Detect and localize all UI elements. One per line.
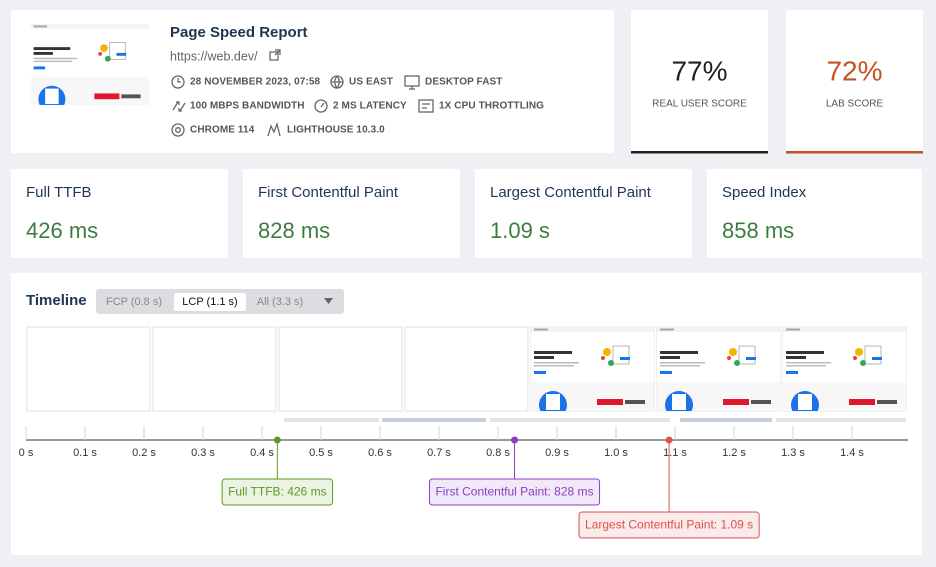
report-url[interactable]: https://web.dev/ [170,49,258,63]
timeline-card [11,273,922,555]
page-thumbnail [30,24,150,105]
metric-value: 828 ms [258,218,330,243]
lighthouse-icon [267,121,281,137]
score-underline [631,151,768,154]
tab-active-bg [174,293,246,311]
timeline-markers: Full TTFB: 426 ms First Contentful Paint:… [221,436,760,539]
film-thumbnail [531,327,654,411]
film-frame [152,326,277,412]
marker-box [428,478,601,506]
tick-label: 0.4 s [250,447,274,459]
filmstrip [26,326,907,412]
chrome-icon [171,123,185,137]
meta-cpu: 1X CPU THROTTLING [439,101,544,112]
report-card [11,10,614,153]
tab[interactable]: LCP (1.1 s) [182,296,237,308]
bandwidth-icon [172,101,186,112]
film-frame [278,326,403,412]
tab[interactable]: All (3.3 s) [257,296,303,308]
tick-label: 0.2 s [132,447,156,459]
film-frame [26,326,151,412]
metric-label: Full TTFB [26,184,92,201]
tick-label: 0.7 s [427,447,451,459]
timeline-title: Timeline [26,292,87,309]
metric-value: 1.09 s [490,218,550,243]
meta-device: DESKTOP FAST [425,77,503,88]
tick-label: 1.3 s [781,447,805,459]
clock-icon [171,75,185,89]
metric-card [243,169,460,258]
progress-strip [284,418,906,422]
score-label: REAL USER SCORE [652,99,747,110]
film-thumbnail [783,327,906,411]
metric-label: Speed Index [722,184,807,201]
meta-bandwidth: 100 MBPS BANDWIDTH [190,101,305,112]
dropdown-arrow[interactable] [324,298,333,304]
tick-label: 0 s [19,447,34,459]
metric-label: First Contentful Paint [258,184,399,201]
marker-label: Largest Contentful Paint: 1.09 s [585,518,753,532]
metric-cards: Full TTFB 426 ms First Contentful Paint 828… [11,169,922,258]
metric-label: Largest Contentful Paint [490,184,652,201]
tick-label: 0.9 s [545,447,569,459]
marker-dot [273,436,281,444]
metric-value: 426 ms [26,218,98,243]
tabs: FCP (0.8 s) LCP (1.1 s) All (3.3 s) [106,293,303,311]
cpu-icon [418,99,434,113]
tab[interactable]: FCP (0.8 s) [106,296,162,308]
marker-dot [511,436,519,444]
time-axis: 0 s 0.1 s 0.2 s 0.3 s 0.4 s 0.5 s 0.6 s 0.7 s 0.… [19,426,864,459]
tick-label: 1.1 s [663,447,687,459]
score-label: LAB SCORE [826,99,884,110]
tick-label: 0.6 s [368,447,392,459]
score-card [631,10,768,153]
tick-label: 1.2 s [722,447,746,459]
score-cards: 77% REAL USER SCORE 72% LAB SCORE [631,10,923,154]
marker-box [221,478,334,506]
report-title: Page Speed Report [170,24,308,41]
marker-box [578,511,760,539]
score-value: 72% [826,55,882,86]
film-frame [404,326,529,412]
meta-location: US EAST [349,77,393,88]
gauge-icon [314,99,328,113]
meta-latency: 2 MS LATENCY [333,101,407,112]
score-value: 77% [671,55,727,86]
score-underline [786,151,923,154]
score-card [786,10,923,153]
globe-icon [330,75,344,89]
tick-label: 1.4 s [840,447,864,459]
monitor-icon [404,75,420,90]
metric-card [475,169,692,258]
external-link-icon[interactable] [269,49,281,61]
metric-value: 858 ms [722,218,794,243]
marker-label: First Contentful Paint: 828 ms [435,485,593,499]
metric-card [11,169,228,258]
marker-dot [665,436,673,444]
metric-card [707,169,922,258]
marker-label: Full TTFB: 426 ms [228,485,326,499]
tick-label: 0.5 s [309,447,333,459]
meta-date: 28 NOVEMBER 2023, 07:58 [190,77,320,88]
tick-label: 1.0 s [604,447,628,459]
film-thumbnail [657,327,780,411]
tick-label: 0.8 s [486,447,510,459]
meta-lighthouse: LIGHTHOUSE 10.3.0 [287,125,385,136]
meta-browser: CHROME 114 [190,125,255,136]
tick-label: 0.3 s [191,447,215,459]
tick-label: 0.1 s [73,447,97,459]
